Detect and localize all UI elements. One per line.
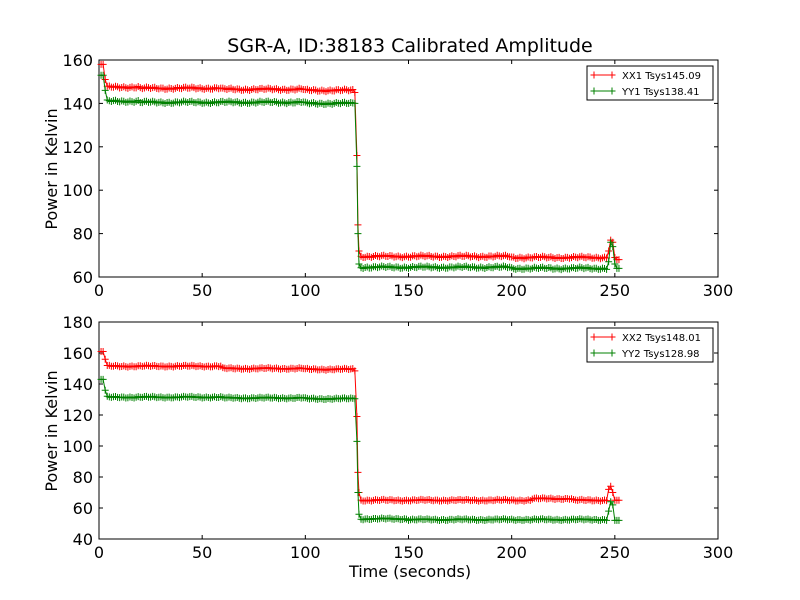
y-tick-label: 100	[62, 437, 93, 456]
data-point	[351, 395, 359, 403]
data-point	[615, 264, 623, 272]
data-point	[101, 76, 109, 84]
data-point	[101, 355, 109, 363]
top-panel: SGR-A, ID:38183 Calibrated Amplitude Pow…	[42, 35, 733, 300]
x-tick-label: 250	[600, 281, 631, 300]
legend-swatch-marker	[590, 349, 598, 357]
data-point	[609, 243, 617, 251]
y-tick-label: 40	[73, 530, 93, 549]
x-tick-label: 150	[393, 281, 424, 300]
legend-top: XX1 Tsys145.09 YY1 Tsys138.41	[586, 65, 714, 101]
x-tick-label: 50	[192, 543, 212, 562]
series-markers	[97, 71, 623, 274]
series-markers	[97, 347, 623, 505]
legend-swatch-marker	[590, 87, 598, 95]
legend-label: YY2 Tsys128.98	[621, 349, 700, 360]
data-point	[351, 367, 359, 375]
data-point	[353, 437, 361, 445]
y-tick-label: 160	[62, 344, 93, 363]
x-tick-label: 300	[703, 543, 734, 562]
data-point	[605, 507, 613, 515]
legend-swatch-marker	[590, 71, 598, 79]
y-axis-label-bottom: Power in Kelvin	[42, 370, 61, 491]
y-tick-label: 120	[62, 406, 93, 425]
legend-swatch-marker	[608, 87, 616, 95]
series-markers	[97, 375, 623, 525]
data-point	[101, 386, 109, 394]
y-tick-label: 180	[62, 313, 93, 332]
data-point	[603, 516, 611, 524]
data-point	[99, 60, 107, 68]
data-point	[99, 347, 107, 355]
data-point	[354, 489, 362, 496]
x-tick-label: 200	[496, 281, 527, 300]
data-point	[99, 375, 107, 383]
bottom-panel: Power in Kelvin Time (seconds) 0 50 100 150…	[42, 313, 733, 581]
x-axis-label: Time (seconds)	[348, 562, 471, 581]
x-tick-label: 100	[290, 543, 321, 562]
y-tick-label: 140	[62, 375, 93, 394]
data-point	[605, 258, 613, 266]
data-point	[603, 497, 611, 505]
y-tick-label: 60	[73, 268, 93, 287]
data-point	[605, 247, 613, 255]
data-point	[609, 489, 617, 496]
data-point	[101, 86, 109, 94]
legend-label: XX2 Tsys148.01	[622, 333, 701, 344]
x-tick-label: 0	[94, 281, 104, 300]
legend-bottom: XX2 Tsys148.01 YY2 Tsys128.98	[586, 327, 714, 363]
legend-box	[586, 65, 714, 101]
legend-swatch-marker	[608, 333, 616, 341]
data-point	[351, 89, 359, 97]
legend-swatch-marker	[590, 333, 598, 341]
data-point	[611, 260, 619, 268]
y-tick-label: 160	[62, 51, 93, 70]
legend-swatch-marker	[608, 349, 616, 357]
data-point	[603, 265, 611, 273]
data-point	[99, 71, 107, 79]
y-tick-label: 80	[73, 468, 93, 487]
data-point	[353, 413, 361, 421]
data-point	[353, 162, 361, 170]
data-point	[607, 482, 615, 490]
x-tick-label: 0	[94, 543, 104, 562]
legend-swatch-marker	[608, 71, 616, 79]
data-point	[615, 496, 623, 504]
y-tick-label: 80	[73, 225, 93, 244]
x-tick-label: 300	[703, 281, 734, 300]
x-tick-label: 200	[496, 543, 527, 562]
data-point	[355, 510, 363, 518]
data-point	[607, 238, 615, 246]
x-tick-label: 50	[192, 281, 212, 300]
y-tick-label: 120	[62, 138, 93, 157]
data-point	[354, 230, 362, 238]
x-tick-label: 150	[393, 543, 424, 562]
data-point	[615, 256, 623, 264]
data-point	[615, 516, 623, 524]
series-markers	[97, 60, 623, 264]
x-tick-label: 250	[600, 543, 631, 562]
data-point	[351, 99, 359, 107]
y-tick-label: 140	[62, 94, 93, 113]
y-axis-label-top: Power in Kelvin	[42, 108, 61, 229]
data-point	[355, 260, 363, 268]
y-tick-label: 100	[62, 181, 93, 200]
data-point	[609, 501, 617, 509]
legend-box	[586, 327, 714, 363]
y-tick-label: 60	[73, 499, 93, 518]
legend-label: YY1 Tsys138.41	[621, 87, 700, 98]
x-tick-label: 100	[290, 281, 321, 300]
chart-title: SGR-A, ID:38183 Calibrated Amplitude	[227, 35, 592, 57]
legend-label: XX1 Tsys145.09	[622, 71, 701, 82]
